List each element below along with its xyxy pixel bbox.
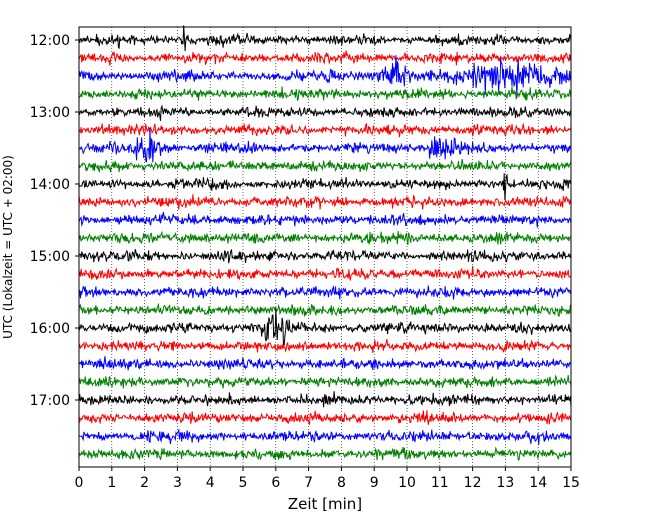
trace-line <box>78 374 572 389</box>
trace-line <box>78 446 572 461</box>
trace-line <box>78 122 572 138</box>
trace-line <box>78 391 572 408</box>
trace-line <box>78 173 572 201</box>
x-tick-label: 15 <box>562 475 580 491</box>
x-tick-label: 11 <box>431 475 449 491</box>
x-tick-label: 2 <box>140 475 149 491</box>
trace-line <box>78 307 572 347</box>
x-tick-label: 1 <box>107 475 116 491</box>
y-tick-label: 14:00 <box>30 177 70 193</box>
trace-line <box>78 265 572 281</box>
trace-line <box>78 211 572 228</box>
y-tick-label: 16:00 <box>30 321 70 337</box>
trace-line <box>78 410 572 425</box>
x-tick-label: 10 <box>398 475 416 491</box>
trace-line <box>78 104 572 121</box>
x-tick-label: 9 <box>370 475 379 491</box>
trace-line <box>78 338 572 353</box>
trace-line <box>78 249 572 264</box>
x-axis: 0 1 2 3 4 5 6 7 8 9 10 11 12 13 14 15 <box>75 467 580 491</box>
x-tick-label: 12 <box>464 475 482 491</box>
trace-line <box>78 86 572 101</box>
y-axis: 12:00 13:00 14:00 15:00 16:00 17:00 <box>30 33 79 409</box>
x-tick-label: 3 <box>173 475 182 491</box>
x-tick-label: 4 <box>206 475 215 491</box>
x-tick-label: 13 <box>496 475 514 491</box>
trace-line <box>78 285 572 300</box>
y-tick-label: 13:00 <box>30 105 70 121</box>
trace-group <box>78 25 572 461</box>
trace-line <box>79 303 572 317</box>
trace-line <box>78 356 572 371</box>
y-tick-label: 15:00 <box>30 249 70 265</box>
y-tick-label: 12:00 <box>30 33 70 49</box>
trace-line <box>78 127 572 163</box>
x-tick-label: 0 <box>75 475 84 491</box>
trace-line <box>78 428 572 445</box>
plot-frame <box>78 26 572 468</box>
x-tick-label: 5 <box>239 475 248 491</box>
trace-line <box>78 25 572 52</box>
x-tick-label: 6 <box>271 475 280 491</box>
trace-line <box>78 50 572 66</box>
x-tick-label: 14 <box>529 475 547 491</box>
trace-line <box>78 230 572 245</box>
plot-area <box>79 27 571 467</box>
x-tick-label: 7 <box>304 475 313 491</box>
x-tick-label: 8 <box>337 475 346 491</box>
y-tick-label: 17:00 <box>30 393 70 409</box>
trace-line <box>78 194 572 210</box>
trace-line <box>78 55 572 99</box>
trace-line <box>78 159 572 173</box>
x-axis-label: Zeit [min] <box>288 495 362 513</box>
y-axis-label: UTC (Lokalzeit = UTC + 02:00) <box>1 155 15 339</box>
